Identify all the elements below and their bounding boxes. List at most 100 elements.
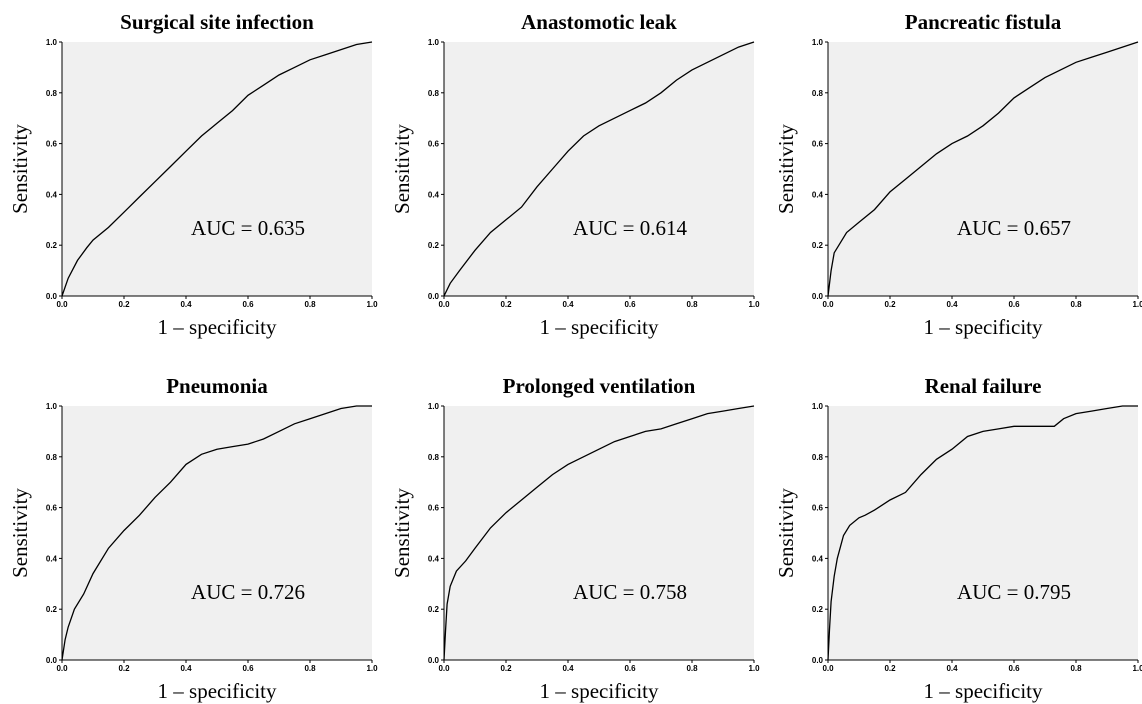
auc-annotation: AUC = 0.614 [573, 216, 687, 240]
plot-area [828, 42, 1138, 296]
roc-curve [61, 405, 372, 661]
roc-curve [827, 41, 1139, 297]
x-tick-label: 0.0 [56, 300, 68, 309]
x-tick-label: 0.2 [500, 300, 512, 309]
roc-panel: Pneumonia 0.0 0.2 0.4 0.6 0.8 1.0 0.0 0.2 0.4 0.6 0… [8, 374, 378, 703]
roc-curve [827, 405, 1138, 661]
y-tick-label: 0.2 [46, 241, 58, 250]
x-tick-label: 0.8 [1070, 664, 1082, 673]
x-tick-label: 0.8 [1070, 300, 1082, 309]
plot-area [62, 406, 372, 660]
x-tick-label: 0.4 [562, 664, 574, 673]
y-axis-label: Sensitivity [390, 488, 414, 578]
y-tick-label: 0.6 [46, 140, 58, 149]
plot-area [828, 406, 1138, 660]
panel-title: Pancreatic fistula [905, 10, 1062, 34]
x-tick-label: 0.0 [822, 664, 834, 673]
y-tick-label: 0.6 [812, 504, 824, 513]
x-tick-label: 0.8 [304, 300, 316, 309]
x-tick-label: 0.8 [304, 664, 316, 673]
y-axis-label: Sensitivity [390, 124, 414, 214]
y-tick-label: 0.6 [428, 140, 440, 149]
auc-annotation: AUC = 0.635 [191, 216, 305, 240]
x-tick-label: 0.6 [624, 300, 636, 309]
y-tick-label: 0.2 [812, 605, 824, 614]
plot-area [444, 406, 754, 660]
y-tick-label: 0.8 [812, 453, 824, 462]
plot-area [62, 42, 372, 296]
y-tick-label: 0.4 [46, 190, 58, 199]
y-tick-label: 0.8 [46, 453, 58, 462]
y-tick-label: 0.0 [46, 292, 58, 301]
auc-annotation: AUC = 0.657 [957, 216, 1071, 240]
y-tick-label: 1.0 [46, 402, 58, 411]
y-axis-label: Sensitivity [774, 488, 798, 578]
y-tick-label: 1.0 [812, 38, 824, 47]
roc-curve [61, 41, 373, 297]
y-tick-label: 0.0 [428, 292, 440, 301]
x-tick-label: 0.2 [118, 300, 130, 309]
x-tick-label: 0.0 [822, 300, 834, 309]
x-tick-label: 1.0 [366, 664, 378, 673]
x-tick-label: 0.6 [624, 664, 636, 673]
x-axis-label: 1 – specificity [924, 315, 1043, 339]
roc-curve [443, 41, 755, 297]
x-tick-label: 1.0 [748, 300, 760, 309]
x-axis-label: 1 – specificity [158, 679, 277, 703]
y-tick-label: 0.2 [428, 241, 440, 250]
x-tick-label: 0.4 [562, 300, 574, 309]
y-tick-label: 0.8 [812, 89, 824, 98]
y-tick-label: 0.0 [812, 656, 824, 665]
x-axis-label: 1 – specificity [540, 315, 659, 339]
x-tick-label: 0.8 [686, 300, 698, 309]
x-axis-label: 1 – specificity [540, 679, 659, 703]
y-tick-label: 1.0 [428, 402, 440, 411]
roc-panel: Renal failure 0.0 0.2 0.4 0.6 0.8 1.0 0.0 0.2 0.4… [774, 374, 1142, 703]
y-tick-label: 0.6 [428, 504, 440, 513]
x-tick-label: 1.0 [366, 300, 378, 309]
y-tick-label: 0.4 [428, 554, 440, 563]
y-axis-label: Sensitivity [8, 124, 32, 214]
y-tick-label: 0.2 [812, 241, 824, 250]
x-tick-label: 1.0 [1132, 300, 1142, 309]
y-tick-label: 0.6 [812, 140, 824, 149]
x-tick-label: 1.0 [1132, 664, 1142, 673]
x-tick-label: 0.4 [946, 664, 958, 673]
panel-title: Prolonged ventilation [503, 374, 696, 398]
roc-panel: Surgical site infection 0.0 0.2 0.4 0.6 0.8 1.… [8, 10, 378, 339]
roc-panel: Pancreatic fistula 0.0 0.2 0.4 0.6 0.8 1.0 0.0 0… [774, 10, 1142, 339]
x-axis-label: 1 – specificity [924, 679, 1043, 703]
roc-curve [443, 405, 755, 661]
y-tick-label: 1.0 [428, 38, 440, 47]
auc-annotation: AUC = 0.758 [573, 580, 687, 604]
x-tick-label: 0.4 [180, 300, 192, 309]
x-tick-label: 0.2 [884, 664, 896, 673]
y-tick-label: 0.4 [812, 554, 824, 563]
x-axis-label: 1 – specificity [158, 315, 277, 339]
x-tick-label: 0.0 [56, 664, 68, 673]
panel-title: Pneumonia [166, 374, 268, 398]
y-tick-label: 0.8 [428, 89, 440, 98]
y-tick-label: 0.2 [46, 605, 58, 614]
y-axis-label: Sensitivity [774, 124, 798, 214]
plot-area [444, 42, 754, 296]
y-tick-label: 1.0 [46, 38, 58, 47]
y-tick-label: 0.0 [428, 656, 440, 665]
y-tick-label: 0.4 [812, 190, 824, 199]
x-tick-label: 1.0 [748, 664, 760, 673]
x-tick-label: 0.2 [500, 664, 512, 673]
y-tick-label: 0.0 [812, 292, 824, 301]
roc-panel: Anastomotic leak 0.0 0.2 0.4 0.6 0.8 1.0 0.0 0.2… [390, 10, 760, 339]
panel-title: Renal failure [925, 374, 1042, 398]
x-tick-label: 0.6 [242, 300, 254, 309]
auc-annotation: AUC = 0.795 [957, 580, 1071, 604]
x-tick-label: 0.0 [438, 300, 450, 309]
auc-annotation: AUC = 0.726 [191, 580, 305, 604]
roc-panel: Prolonged ventilation 0.0 0.2 0.4 0.6 0.8 1.0 0… [390, 374, 760, 703]
y-tick-label: 0.2 [428, 605, 440, 614]
x-tick-label: 0.2 [118, 664, 130, 673]
y-axis-label: Sensitivity [8, 488, 32, 578]
x-tick-label: 0.0 [438, 664, 450, 673]
x-tick-label: 0.4 [180, 664, 192, 673]
